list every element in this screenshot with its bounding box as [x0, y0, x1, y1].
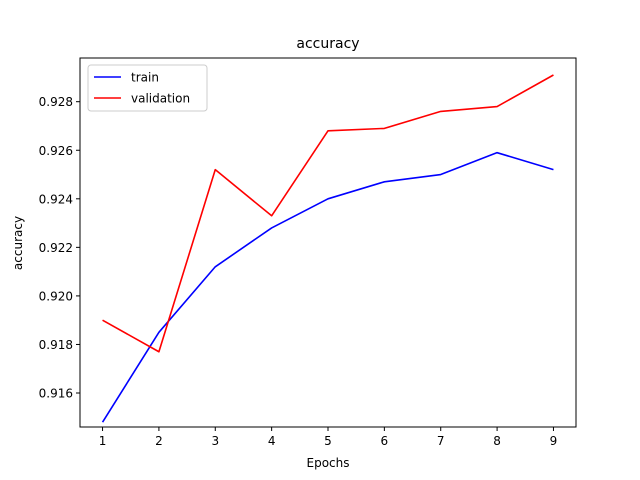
series-line-train — [101, 151, 554, 423]
y-axis-label: accuracy — [11, 216, 25, 270]
chart-title: accuracy — [296, 36, 359, 52]
x-tick-label: 5 — [324, 434, 332, 448]
y-tick-label: 0.916 — [39, 387, 73, 401]
x-tick-label: 4 — [268, 434, 276, 448]
y-tick-label: 0.922 — [39, 241, 73, 255]
legend-label-validation: validation — [131, 92, 190, 106]
x-tick-label: 6 — [381, 434, 389, 448]
y-axis: 0.916 0.918 0.920 0.922 0.924 0.926 0.928 — [39, 95, 80, 401]
y-tick-label: 0.918 — [39, 338, 73, 352]
x-tick-label: 3 — [211, 434, 219, 448]
x-tick-label: 9 — [550, 434, 558, 448]
y-tick-label: 0.928 — [39, 95, 73, 109]
y-tick-label: 0.926 — [39, 144, 73, 158]
x-tick-label: 8 — [493, 434, 501, 448]
x-axis: 1 2 3 4 5 6 7 8 9 — [99, 427, 558, 448]
x-tick-label: 7 — [437, 434, 445, 448]
series-layer — [101, 74, 554, 423]
x-axis-label: Epochs — [307, 456, 350, 470]
x-tick-label: 2 — [155, 434, 163, 448]
x-tick-label: 1 — [99, 434, 107, 448]
series-line-validation — [102, 74, 554, 353]
y-tick-label: 0.920 — [39, 289, 73, 303]
legend: train validation — [87, 64, 208, 112]
y-tick-label: 0.924 — [39, 192, 73, 206]
legend-label-train: train — [131, 71, 159, 85]
